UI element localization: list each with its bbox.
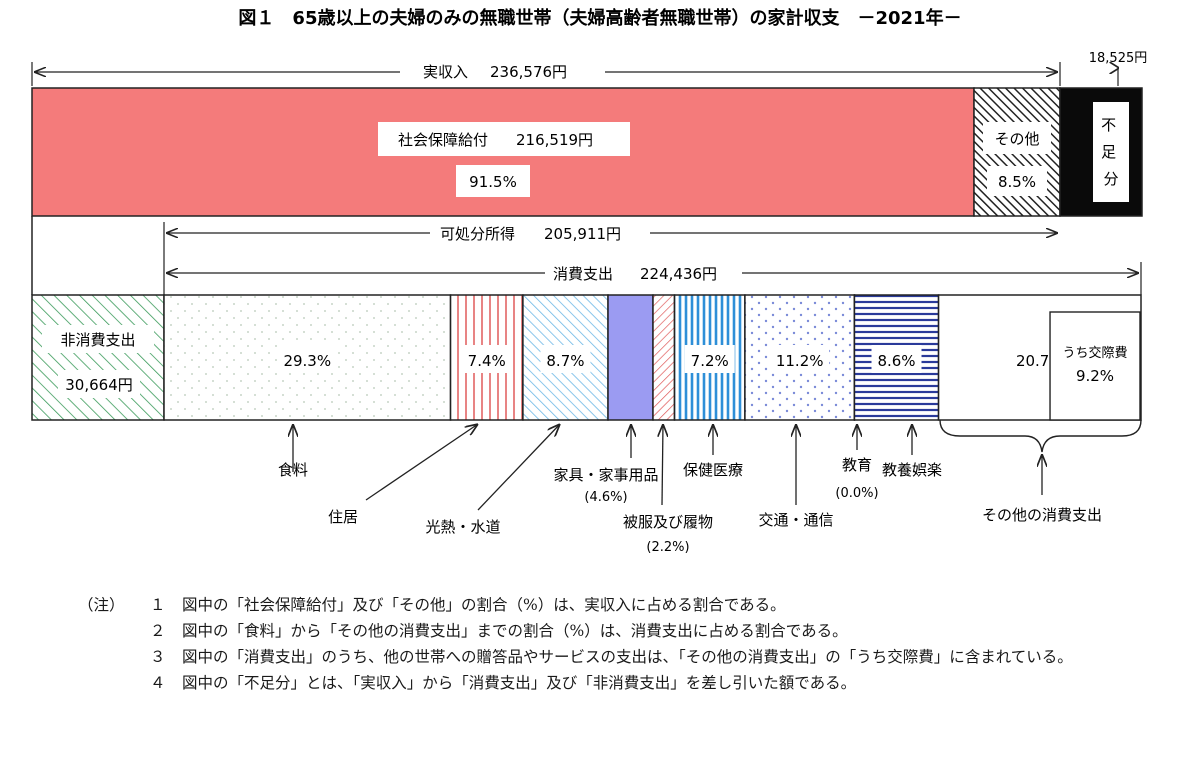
pointer-housing [365, 424, 478, 501]
ss-value: 216,519円 [516, 131, 593, 149]
pct-box-recreation [871, 345, 922, 373]
shortfall-value: 18,525円 [1089, 51, 1148, 66]
label-recreation: 教養娯楽 [882, 461, 942, 479]
chart-title: 図１ 65歳以上の夫婦のみの無職世帯（夫婦高齢者無職世帯）の家計収支 －2021… [238, 7, 961, 29]
household-budget-chart: 図１ 65歳以上の夫婦のみの無職世帯（夫婦高齢者無職世帯）の家計収支 －2021… [31, 7, 1148, 555]
note-row-3: ３ 図中の「消費支出」のうち、他の世帯への贈答品やサービスの支出は、「その他の消… [78, 644, 1178, 670]
income-label: 実収入 [423, 63, 468, 81]
bar-non-consumption [31, 294, 165, 421]
disposable-value: 205,911円 [544, 225, 621, 243]
note-num: ３ [150, 648, 166, 666]
noncons-value: 30,664円 [65, 376, 133, 394]
other-pct-box [987, 166, 1047, 196]
ss-pct-box [456, 165, 530, 197]
noncons-value-box [58, 370, 140, 398]
label-pct-education: (0.0%) [835, 486, 878, 501]
pct-recreation: 8.6% [877, 352, 915, 370]
ss-label-box [378, 122, 630, 156]
pct-box-medical [684, 345, 735, 373]
noncons-label-box [42, 325, 154, 353]
notes-header: （注） [78, 596, 125, 614]
disposable-span: 可処分所得 205,911円 [163, 222, 1058, 295]
pct-housing: 7.4% [468, 352, 506, 370]
pct-box-housing [461, 345, 512, 373]
label-clothing: 被服及び履物 [623, 513, 713, 531]
note-row-2: ２ 図中の「食料」から「その他の消費支出」までの割合（%）は、消費支出に占める割… [78, 618, 1178, 644]
shortfall-label: 不 足 分 [1101, 116, 1121, 188]
pct-box-food [277, 345, 337, 373]
label-food: 食料 [278, 461, 308, 479]
label-medical: 保健医療 [683, 461, 743, 479]
label-furniture: 家具・家事用品 [553, 466, 658, 484]
note-num: ２ [150, 622, 166, 640]
ss-pct: 91.5% [469, 173, 517, 191]
sub-name: うち交際費 [1063, 345, 1128, 361]
label-housing: 住居 [328, 508, 358, 526]
pct-food: 29.3% [283, 352, 331, 370]
bar-furniture [607, 294, 654, 421]
note-num: １ [150, 596, 166, 614]
expenditure-span: 消費支出 224,436円 [166, 262, 1142, 295]
ss-name: 社会保障給付 [398, 131, 488, 149]
income-span: 実収入 236,576円 [31, 62, 1061, 86]
pct-utilities: 8.7% [546, 352, 584, 370]
expenditure-label: 消費支出 [553, 265, 613, 283]
pct-medical: 7.2% [691, 352, 729, 370]
label-education: 教育 [842, 456, 872, 474]
pointer-utilities [477, 424, 560, 511]
other-consumption-brace [939, 419, 1142, 453]
note-row-1: （注） １ 図中の「社会保障給付」及び「その他」の割合（%）は、実収入に占める割… [78, 592, 1178, 618]
note-num: ４ [150, 674, 166, 692]
disposable-label: 可処分所得 [440, 225, 515, 243]
noncons-name: 非消費支出 [60, 331, 135, 349]
label-transport: 交通・通信 [758, 511, 833, 529]
other-pct: 8.5% [998, 173, 1036, 191]
pointer-clothing [662, 424, 663, 506]
notes: （注） １ 図中の「社会保障給付」及び「その他」の割合（%）は、実収入に占める割… [78, 592, 1178, 696]
shortfall-label-box [1093, 102, 1129, 202]
note-row-4: ４ 図中の「不足分」とは、「実収入」から「消費支出」及び「非消費支出」を差し引い… [78, 670, 1178, 696]
note-text: 図中の「社会保障給付」及び「その他」の割合（%）は、実収入に占める割合である。 [182, 596, 786, 614]
label-pct-furniture: (4.6%) [584, 490, 627, 505]
pct-box-transport [770, 345, 830, 373]
income-bar: 社会保障給付 216,519円 91.5% その他 8.5% 不 足 分 [31, 87, 1143, 217]
label-utilities: 光熱・水道 [425, 518, 500, 536]
note-text: 図中の「不足分」とは、「実収入」から「消費支出」及び「非消費支出」を差し引いた額… [182, 674, 857, 692]
other-label-box [983, 122, 1051, 154]
pct-box-utilities [540, 345, 591, 373]
note-text: 図中の「消費支出」のうち、他の世帯への贈答品やサービスの支出は、「その他の消費支… [182, 648, 1073, 666]
expenditure-bar: 非消費支出 30,664円 29.3% 7.4% 8.7% 7.2% 11.2% 8.6%… [31, 294, 1142, 421]
note-text: 図中の「食料」から「その他の消費支出」までの割合（%）は、消費支出に占める割合で… [182, 622, 848, 640]
bar-entertainment-sub [1049, 311, 1141, 421]
bar-clothing [652, 294, 676, 421]
label-other-consumption: その他の消費支出 [982, 506, 1102, 524]
label-pct-clothing: (2.2%) [646, 540, 689, 555]
expenditure-value: 224,436円 [640, 265, 717, 283]
sub-pct: 9.2% [1076, 367, 1114, 385]
other-name: その他 [994, 130, 1039, 148]
income-value: 236,576円 [490, 63, 567, 81]
pct-transport: 11.2% [776, 352, 824, 370]
